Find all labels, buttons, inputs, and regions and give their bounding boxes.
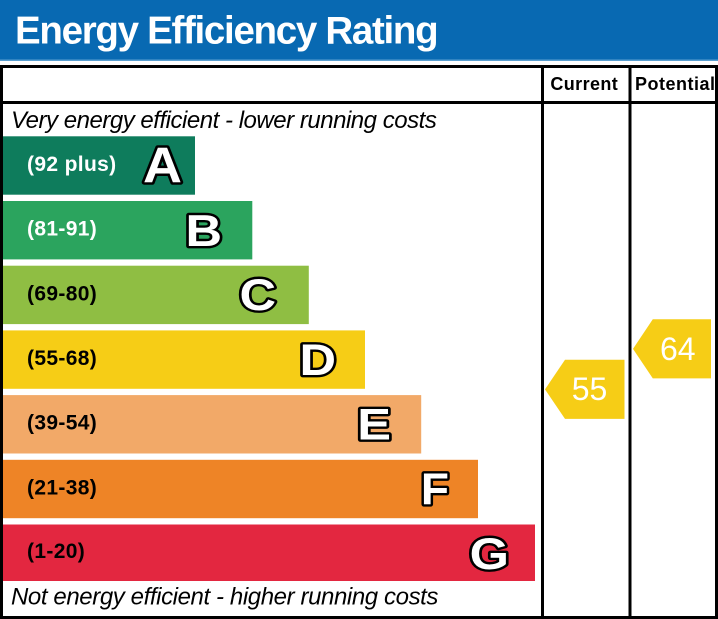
svg-text:(92 plus): (92 plus) — [27, 153, 117, 176]
svg-text:(39-54): (39-54) — [27, 412, 97, 435]
svg-text:F: F — [421, 464, 449, 514]
svg-text:B: B — [185, 207, 222, 257]
svg-text:64: 64 — [660, 331, 696, 367]
svg-text:E: E — [357, 400, 391, 450]
svg-text:C: C — [239, 271, 276, 321]
svg-text:G: G — [470, 530, 509, 580]
svg-text:Potential: Potential — [635, 74, 716, 94]
svg-text:Energy Efficiency Rating: Energy Efficiency Rating — [15, 10, 437, 53]
svg-text:(21-38): (21-38) — [27, 476, 97, 499]
svg-text:D: D — [299, 336, 336, 386]
svg-text:Very energy efficient - lower: Very energy efficient - lower running co… — [11, 107, 437, 134]
svg-text:55: 55 — [572, 371, 608, 407]
svg-text:(69-80): (69-80) — [27, 282, 97, 305]
svg-text:Not energy efficient - higher: Not energy efficient - higher running co… — [11, 584, 438, 611]
svg-text:(81-91): (81-91) — [27, 218, 97, 241]
svg-text:Current: Current — [550, 74, 618, 94]
svg-text:(55-68): (55-68) — [27, 347, 97, 370]
svg-text:A: A — [143, 138, 182, 194]
svg-text:(1-20): (1-20) — [27, 540, 85, 563]
